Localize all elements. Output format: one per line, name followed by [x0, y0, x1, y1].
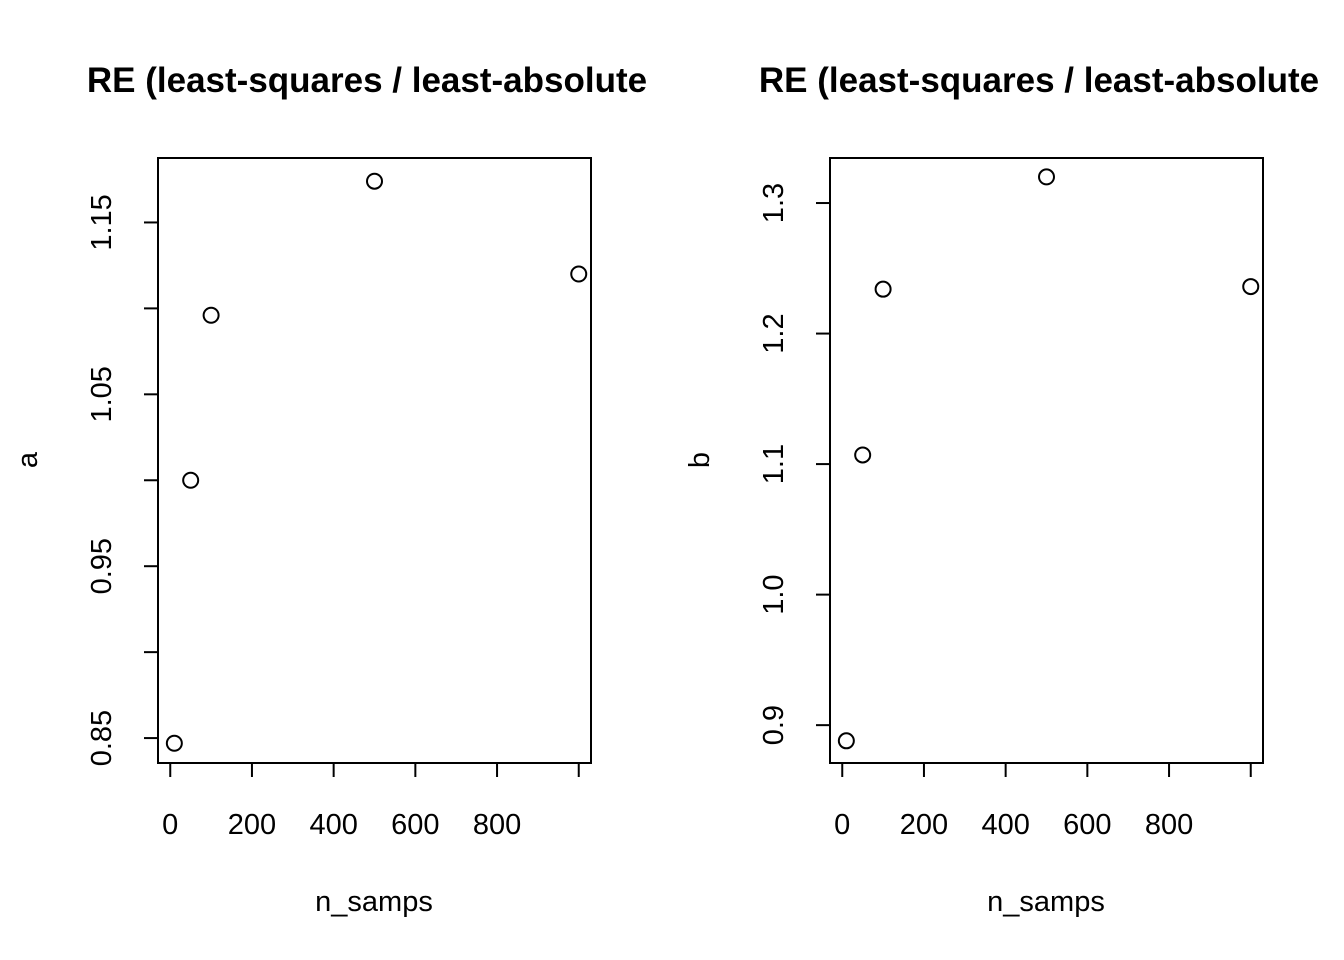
panel-a-y-axis-label: a — [12, 451, 44, 468]
panel-a-y-axis: 0.85 0.95 1.05 1.15 — [86, 194, 159, 766]
panel-a: RE (least-squares / least-absolute 0 200 4… — [12, 61, 647, 918]
panel-a-y-tick-label: 1.15 — [86, 194, 118, 250]
panel-b-data-point — [854, 446, 872, 464]
panel-b-y-tick-label: 0.9 — [758, 705, 790, 745]
panel-a-x-tick-label: 0 — [162, 809, 178, 841]
panel-b-x-tick-label: 400 — [981, 809, 1029, 841]
panel-a-plot-frame — [157, 157, 592, 764]
panel-b-x-tick-label: 800 — [1145, 809, 1193, 841]
panel-b-y-tick-label: 1.2 — [758, 313, 790, 353]
panel-b-plot-frame — [829, 157, 1264, 764]
panel-a-x-tick-label: 400 — [309, 809, 357, 841]
panel-a-x-tick-label: 200 — [228, 809, 276, 841]
panel-b-y-tick-label: 1.1 — [758, 444, 790, 484]
panel-b-x-axis-label: n_samps — [987, 886, 1105, 918]
panel-b-y-tick-label: 1.3 — [758, 183, 790, 223]
panel-a-x-tick-label: 600 — [391, 809, 439, 841]
panel-a-x-axis-label: n_samps — [315, 886, 433, 918]
panel-b-title: RE (least-squares / least-absolute — [759, 61, 1319, 100]
panel-a-data-point — [182, 471, 200, 489]
panel-b-data-point — [837, 732, 855, 750]
panel-a-data-point — [202, 306, 220, 324]
panel-b-x-tick-label: 600 — [1063, 809, 1111, 841]
panel-b-data-point — [874, 280, 892, 298]
panel-b-y-axis: 0.9 1.0 1.1 1.2 1.3 — [758, 183, 831, 745]
panel-b-x-axis: 0 200 400 600 800 — [834, 762, 1252, 841]
panel-b-points — [837, 168, 1260, 750]
panel-b-data-point — [1038, 168, 1055, 186]
panel-a-y-tick-label: 0.85 — [86, 710, 118, 766]
panel-a-points — [165, 172, 588, 752]
panel-a-y-tick-label: 1.05 — [86, 366, 118, 422]
panel-a-x-tick-label: 800 — [473, 809, 521, 841]
panel-a-y-tick-label: 0.95 — [86, 538, 118, 594]
panel-b-y-axis-label: b — [684, 452, 716, 468]
panel-b: RE (least-squares / least-absolute 0 200 4… — [684, 61, 1319, 918]
panel-a-title: RE (least-squares / least-absolute — [87, 61, 647, 100]
panel-a-data-point — [570, 265, 588, 283]
panel-a-data-point — [165, 734, 183, 752]
panel-b-x-tick-label: 0 — [834, 809, 850, 841]
panel-b-data-point — [1242, 278, 1260, 296]
panel-b-y-tick-label: 1.0 — [758, 574, 790, 614]
panel-a-x-axis: 0 200 400 600 800 — [162, 762, 580, 841]
panel-b-x-tick-label: 200 — [900, 809, 948, 841]
panel-a-data-point — [366, 172, 383, 190]
